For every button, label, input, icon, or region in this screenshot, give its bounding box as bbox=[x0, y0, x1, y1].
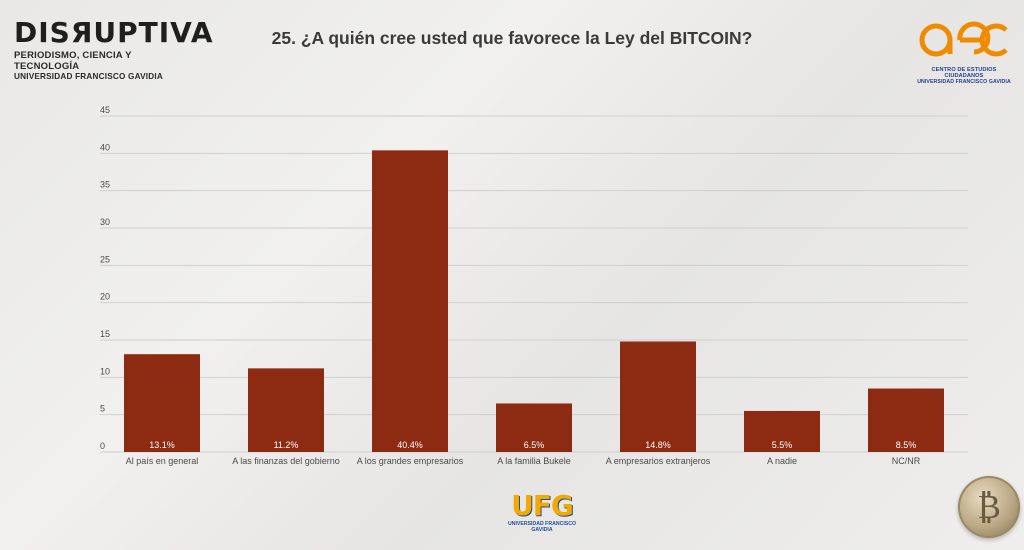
data-labels: 13.1% 11.2% 40.4% 6.5% 14.8% 5.5% 8.5% bbox=[149, 440, 916, 450]
y-axis-ticks: 0 5 10 15 20 25 30 35 40 45 bbox=[100, 105, 110, 451]
x-tick-label: A los grandes empresarios bbox=[357, 456, 464, 466]
y-tick-label: 40 bbox=[100, 142, 110, 152]
bitcoin-coin-icon: ₿ bbox=[958, 476, 1020, 538]
bars bbox=[124, 150, 944, 452]
x-axis-labels: Al país en general A las finanzas del gob… bbox=[126, 456, 921, 466]
ufg-tagline: UNIVERSIDAD FRANCISCO GAVIDIA bbox=[507, 521, 577, 533]
grid-lines bbox=[100, 115, 968, 453]
disruptiva-university: UNIVERSIDAD FRANCISCO GAVIDIA bbox=[14, 72, 163, 81]
y-tick-label: 35 bbox=[100, 180, 110, 190]
data-label: 11.2% bbox=[274, 440, 299, 450]
x-tick-label: A las finanzas del gobierno bbox=[232, 456, 340, 466]
chart-title: 25. ¿A quién cree usted que favorece la … bbox=[271, 28, 753, 48]
x-tick-label: A empresarios extranjeros bbox=[606, 456, 711, 466]
data-label: 14.8% bbox=[645, 440, 671, 450]
x-tick-label: A nadie bbox=[767, 456, 797, 466]
bar bbox=[620, 341, 696, 452]
bar bbox=[744, 410, 820, 452]
y-tick-label: 20 bbox=[100, 292, 110, 302]
ufg-logo: UFG UNIVERSIDAD FRANCISCO GAVIDIA bbox=[500, 489, 584, 534]
data-label: 8.5% bbox=[896, 440, 917, 450]
aec-logo-icon bbox=[919, 21, 1008, 57]
y-tick-label: 30 bbox=[100, 217, 110, 227]
x-tick-label: NC/NR bbox=[892, 456, 921, 466]
aec-logo-line2: UNIVERSIDAD FRANCISCO GAVIDIA bbox=[917, 79, 1011, 85]
bar bbox=[868, 388, 944, 452]
y-tick-label: 10 bbox=[100, 366, 110, 376]
y-tick-label: 25 bbox=[100, 254, 110, 264]
data-label: 13.1% bbox=[149, 440, 175, 450]
y-tick-label: 15 bbox=[100, 329, 110, 339]
data-label: 40.4% bbox=[397, 440, 423, 450]
ufg-wordmark: UFG bbox=[511, 489, 574, 522]
bar bbox=[124, 354, 200, 452]
y-tick-label: 5 bbox=[100, 404, 105, 414]
aec-logo: CENTRO DE ESTUDIOS CIUDADANOS UNIVERSIDA… bbox=[912, 20, 1016, 85]
disruptiva-tagline: PERIODISMO, CIENCIA Y TECNOLOGÍA bbox=[14, 50, 132, 72]
x-tick-label: A la familia Bukele bbox=[497, 456, 571, 466]
bar bbox=[372, 150, 448, 452]
x-tick-label: Al país en general bbox=[126, 456, 199, 466]
y-tick-label: 45 bbox=[100, 105, 110, 115]
aec-logo-line1: CENTRO DE ESTUDIOS CIUDADANOS bbox=[931, 67, 997, 79]
y-tick-label: 0 bbox=[100, 441, 105, 451]
bar bbox=[248, 368, 324, 452]
data-label: 5.5% bbox=[772, 440, 793, 450]
bar bbox=[496, 403, 572, 452]
data-label: 6.5% bbox=[524, 440, 545, 450]
